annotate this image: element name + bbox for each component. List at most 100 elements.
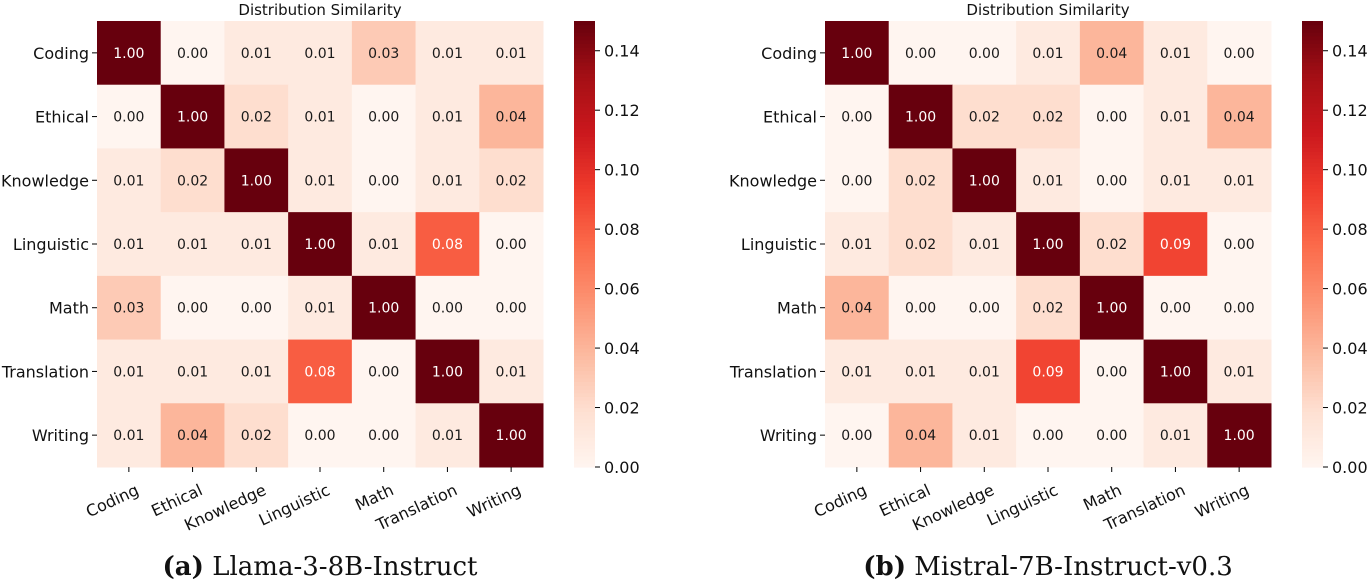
cell-value-label: 0.00 bbox=[304, 428, 335, 444]
colorbar-segment bbox=[1302, 143, 1323, 148]
colorbar-segment bbox=[1302, 132, 1323, 137]
cell-value-label: 0.00 bbox=[1224, 301, 1255, 317]
colorbar-segment bbox=[1302, 303, 1323, 308]
heatmap-cell bbox=[224, 212, 289, 277]
colorbar-segment bbox=[574, 270, 595, 275]
cell-value-label: 0.09 bbox=[1160, 237, 1191, 253]
heatmap-cell bbox=[1079, 84, 1145, 149]
heatmap-cell bbox=[1207, 275, 1272, 341]
heatmap-cell bbox=[1016, 148, 1081, 213]
heatmap-cell bbox=[825, 148, 890, 213]
colorbar-segment bbox=[1302, 414, 1323, 420]
colorbar-segment bbox=[1302, 333, 1323, 338]
colorbar-segment bbox=[574, 455, 595, 461]
cell-value-label: 0.04 bbox=[905, 428, 936, 444]
colorbar-segment bbox=[1302, 39, 1323, 44]
colorbar-segment bbox=[574, 433, 595, 438]
colorbar-segment bbox=[574, 177, 595, 182]
heatmap-cell bbox=[160, 339, 225, 404]
y-tick-label: Math bbox=[49, 299, 89, 318]
colorbar-segment bbox=[1302, 203, 1323, 208]
heatmap-cell bbox=[952, 275, 1017, 341]
colorbar-segment bbox=[1302, 61, 1323, 67]
colorbar-segment bbox=[1302, 184, 1323, 189]
heatmap-cell bbox=[1079, 212, 1145, 277]
colorbar-segment bbox=[574, 288, 595, 293]
cell-value-label: 0.01 bbox=[241, 364, 272, 380]
colorbar-segment bbox=[1302, 351, 1323, 357]
heatmap-cell bbox=[415, 403, 480, 468]
cell-value-label: 0.01 bbox=[841, 237, 872, 253]
y-tick-label: Math bbox=[777, 299, 817, 318]
cell-value-label: 0.01 bbox=[241, 46, 272, 62]
colorbar-segment bbox=[1302, 362, 1323, 368]
heatmap-cell bbox=[224, 21, 289, 86]
cell-value-label: 0.02 bbox=[177, 173, 208, 189]
heatmap-cell bbox=[224, 275, 289, 341]
cell-value-label: 0.00 bbox=[113, 110, 144, 126]
cell-value-label: 0.00 bbox=[432, 301, 463, 317]
cell-value-label: 0.00 bbox=[368, 364, 399, 380]
colorbar-segment bbox=[1302, 73, 1323, 78]
cell-value-label: 0.00 bbox=[1160, 301, 1191, 317]
colorbar-segment bbox=[1302, 340, 1323, 345]
heatmap-cell bbox=[1016, 403, 1081, 468]
colorbar-segment bbox=[574, 258, 595, 264]
heatmap-cell bbox=[415, 21, 480, 86]
colorbar-segment bbox=[1302, 221, 1323, 227]
chart-title: Distribution Similarity bbox=[238, 1, 401, 19]
colorbar-segment bbox=[1302, 392, 1323, 397]
colorbar-segment bbox=[574, 203, 595, 208]
colorbar-segment bbox=[574, 329, 595, 334]
colorbar-segment bbox=[574, 366, 595, 371]
colorbar-segment bbox=[574, 292, 595, 297]
heatmap-cell bbox=[415, 339, 480, 404]
cell-value-label: 0.01 bbox=[432, 173, 463, 189]
colorbar-segment bbox=[1302, 388, 1323, 394]
heatmap-cell bbox=[97, 212, 162, 277]
heatmap-cell bbox=[888, 275, 953, 341]
colorbar-segment bbox=[574, 281, 595, 286]
colorbar-segment bbox=[574, 65, 595, 70]
heatmap-cell bbox=[888, 212, 953, 277]
heatmap-cell bbox=[479, 212, 544, 277]
colorbar-segment bbox=[574, 422, 595, 427]
colorbar-tick-label: 0.04 bbox=[604, 339, 640, 358]
colorbar-segment bbox=[1302, 322, 1323, 327]
heatmap-cell bbox=[351, 148, 417, 213]
heatmap-cell bbox=[224, 148, 289, 213]
heatmap-cell bbox=[952, 403, 1017, 468]
cell-value-label: 0.01 bbox=[969, 364, 1000, 380]
heatmap-cell bbox=[1016, 339, 1081, 404]
colorbar-segment bbox=[1302, 50, 1323, 56]
colorbar-segment bbox=[1302, 403, 1323, 409]
colorbar-segment bbox=[1302, 296, 1323, 301]
colorbar-segment bbox=[574, 377, 595, 383]
y-tick-label: Coding bbox=[33, 44, 89, 63]
heatmap-cell bbox=[415, 84, 480, 149]
colorbar-segment bbox=[1302, 370, 1323, 375]
heatmap-cell bbox=[1143, 212, 1208, 277]
colorbar-segment bbox=[1302, 102, 1323, 108]
colorbar-segment bbox=[1302, 232, 1323, 238]
colorbar-segment bbox=[574, 199, 595, 204]
cell-value-label: 0.01 bbox=[432, 110, 463, 126]
colorbar-segment bbox=[574, 143, 595, 148]
cell-value-label: 0.01 bbox=[969, 237, 1000, 253]
colorbar-segment bbox=[1302, 236, 1323, 241]
cell-value-label: 0.04 bbox=[177, 428, 208, 444]
colorbar-segment bbox=[1302, 273, 1323, 279]
heatmap-cell bbox=[1143, 275, 1208, 341]
colorbar-segment bbox=[1302, 106, 1323, 111]
heatmap-cell bbox=[351, 21, 417, 86]
colorbar-segment bbox=[1302, 281, 1323, 286]
colorbar-segment bbox=[574, 396, 595, 401]
colorbar-segment bbox=[574, 84, 595, 89]
cell-value-label: 0.01 bbox=[113, 428, 144, 444]
cell-value-label: 0.00 bbox=[1096, 428, 1127, 444]
heatmap-cell bbox=[1079, 339, 1145, 404]
cell-value-label: 0.01 bbox=[1160, 428, 1191, 444]
colorbar-segment bbox=[574, 217, 595, 223]
colorbar-segment bbox=[574, 444, 595, 450]
colorbar-segment bbox=[1302, 84, 1323, 89]
